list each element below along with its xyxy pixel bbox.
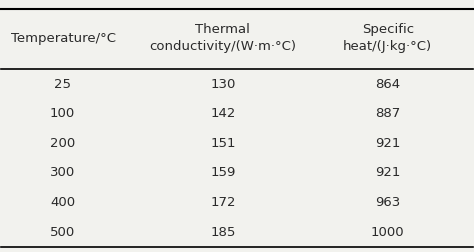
Text: Thermal
conductivity/(W·m·°C): Thermal conductivity/(W·m·°C): [149, 23, 296, 53]
Text: 921: 921: [375, 137, 401, 150]
Text: 130: 130: [210, 78, 236, 91]
Text: 500: 500: [50, 226, 75, 239]
Text: 400: 400: [50, 196, 75, 209]
Text: 864: 864: [375, 78, 401, 91]
Text: 159: 159: [210, 166, 236, 179]
Text: 151: 151: [210, 137, 236, 150]
Text: 300: 300: [50, 166, 75, 179]
Text: 25: 25: [54, 78, 71, 91]
Text: 142: 142: [210, 107, 236, 120]
Text: 1000: 1000: [371, 226, 405, 239]
Text: 887: 887: [375, 107, 401, 120]
Text: Temperature/°C: Temperature/°C: [11, 32, 116, 45]
Text: 172: 172: [210, 196, 236, 209]
Text: Specific
heat/(J·kg·°C): Specific heat/(J·kg·°C): [343, 23, 432, 53]
Text: 100: 100: [50, 107, 75, 120]
Text: 921: 921: [375, 166, 401, 179]
Text: 200: 200: [50, 137, 75, 150]
Text: 185: 185: [210, 226, 236, 239]
Text: 963: 963: [375, 196, 401, 209]
